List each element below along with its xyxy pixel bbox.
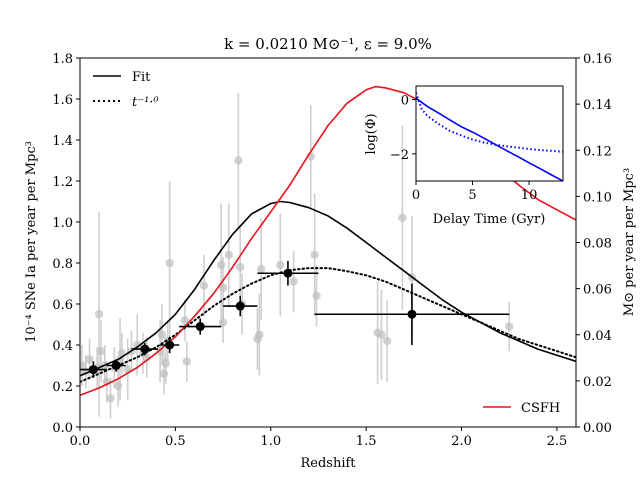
gray-point [159, 369, 169, 378]
inset-y-tick-label: −2 [390, 148, 409, 163]
y2-tick-label: 0.04 [583, 329, 612, 344]
binned-point [195, 322, 205, 332]
y2-axis-label: M⊙ per year per Mpc³ [622, 168, 637, 316]
y-tick-label: 0.8 [52, 257, 73, 272]
y-tick-label: 1.4 [52, 134, 73, 149]
gray-point [157, 330, 167, 339]
inset-solid-line [416, 97, 563, 181]
gray-point [382, 336, 392, 346]
y2-axis-ticks: 0.00 0.02 0.04 0.06 0.08 0.10 0.12 0.14 0.16 [576, 52, 612, 436]
inset-x-ticks: 0 5 10 [412, 181, 537, 203]
x-tick-label: 2.5 [547, 434, 568, 449]
legend-lower-right: CSFH [483, 401, 560, 416]
binned-point [88, 365, 98, 375]
gray-point [289, 277, 298, 286]
y-axis-label: 10⁻⁴ SNe Ia per year per Mpc³ [24, 141, 39, 343]
y2-tick-label: 0.16 [583, 52, 612, 67]
inset-plot: 0 5 10 −2 0 Delay Time (Gyr) log(Φ) [364, 85, 564, 227]
inset-x-axis-label: Delay Time (Gyr) [433, 212, 546, 227]
gray-point [113, 381, 123, 391]
gray-point [218, 283, 228, 292]
gray-point [106, 394, 115, 403]
y-tick-label: 1.0 [52, 216, 73, 231]
y-axis-ticks: 0.0 0.2 0.4 0.6 0.8 1.0 1.2 1.4 1.6 1.8 [52, 52, 80, 436]
gray-point [85, 355, 94, 364]
gray-point [165, 258, 174, 268]
x-axis-ticks: 0.0 0.5 1.0 1.5 2.0 2.5 [70, 427, 568, 449]
y-tick-label: 0.4 [52, 339, 73, 354]
gray-point [224, 250, 233, 259]
x-tick-label: 2.0 [451, 434, 472, 449]
gray-point [216, 260, 226, 270]
legend-upper-left: Fit t⁻¹·⁰ [93, 70, 159, 110]
gray-point [310, 250, 319, 259]
gray-point [236, 262, 245, 272]
y2-tick-label: 0.02 [583, 375, 612, 390]
inset-y-tick-label: 0 [401, 94, 409, 109]
gray-point [180, 316, 190, 325]
gray-point [312, 291, 321, 300]
x-tick-label: 1.0 [260, 434, 281, 449]
gray-point [80, 361, 87, 370]
inset-series [416, 92, 563, 181]
gray-point [182, 357, 192, 366]
y-tick-label: 0.6 [52, 298, 73, 313]
gray-point [377, 330, 386, 339]
x-tick-label: 0.5 [165, 434, 186, 449]
inset-x-tick-label: 5 [468, 188, 476, 203]
y2-tick-label: 0.14 [583, 98, 612, 113]
legend-label-csfh: CSFH [521, 401, 560, 416]
gray-point [94, 310, 104, 319]
x-tick-label: 0.0 [70, 434, 91, 449]
y-tick-label: 0.2 [52, 380, 73, 395]
binned-point [165, 340, 175, 350]
gray-point [234, 156, 243, 165]
inset-frame [415, 85, 564, 182]
y-tick-label: 1.8 [52, 52, 73, 67]
x-axis-label: Redshift [300, 456, 356, 471]
legend-label-power-law: t⁻¹·⁰ [132, 95, 159, 110]
power-law-line [80, 267, 576, 383]
gray-point [257, 264, 266, 274]
inset-y-ticks: −2 0 [390, 94, 416, 163]
chart-title: k = 0.0210 M⊙⁻¹, ε = 9.0% [224, 35, 432, 53]
y-tick-label: 0.0 [52, 421, 73, 436]
y2-tick-label: 0.00 [583, 421, 612, 436]
legend-label-fit: Fit [132, 70, 151, 85]
inset-y-axis-label: log(Φ) [364, 113, 379, 154]
y2-tick-label: 0.08 [583, 237, 612, 252]
y2-tick-label: 0.12 [583, 144, 612, 159]
y2-tick-label: 0.10 [583, 190, 612, 205]
binned-point [140, 344, 150, 354]
y2-tick-label: 0.06 [583, 283, 612, 298]
gray-point [199, 281, 209, 290]
inset-background [416, 86, 563, 181]
gray-point [218, 318, 228, 327]
binned-point [283, 268, 293, 278]
x-tick-label: 1.5 [356, 434, 377, 449]
gray-point [255, 330, 264, 339]
inset-dotted-line [416, 92, 563, 153]
binned-point [111, 361, 121, 370]
binned-point [407, 309, 417, 319]
gray-point [133, 340, 142, 350]
y-tick-label: 1.2 [52, 175, 73, 190]
gray-point [276, 260, 285, 270]
gray-point [161, 359, 171, 368]
gray-point [398, 213, 407, 223]
inset-x-tick-label: 10 [521, 188, 538, 203]
gray-point [96, 346, 106, 356]
y-tick-label: 1.6 [52, 93, 73, 108]
binned-point [235, 301, 245, 311]
main-plot [80, 85, 576, 419]
gray-point [505, 322, 514, 331]
inset-x-tick-label: 0 [412, 188, 420, 203]
